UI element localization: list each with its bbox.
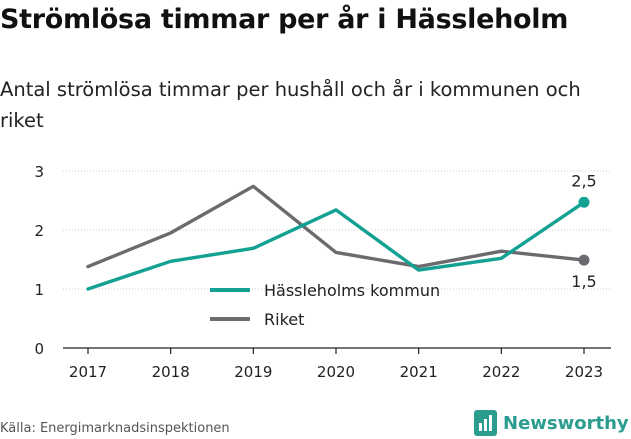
- y-tick-label: 0: [34, 340, 44, 358]
- legend-label: Riket: [264, 310, 304, 329]
- bar-chart-icon: [474, 410, 497, 436]
- data-label-hassleholm: 2,5: [571, 171, 596, 190]
- x-tick-label: 2019: [234, 363, 272, 381]
- y-tick-label: 3: [34, 163, 44, 181]
- x-tick-label: 2018: [152, 363, 190, 381]
- y-tick-label: 2: [34, 222, 44, 240]
- x-tick-label: 2017: [69, 363, 107, 381]
- chart-title: Strömlösa timmar per år i Hässleholm: [0, 4, 569, 35]
- x-tick-label: 2020: [317, 363, 355, 381]
- y-tick-label: 1: [34, 281, 44, 299]
- source-note: Källa: Energimarknadsinspektionen: [0, 421, 230, 436]
- x-tick-label: 2022: [482, 363, 520, 381]
- x-tick-label: 2023: [565, 363, 603, 381]
- series-line-riket: [86, 184, 586, 269]
- chart-subtitle: Antal strömlösa timmar per hushåll och å…: [0, 78, 581, 132]
- legend-label: Hässleholms kommun: [264, 281, 440, 300]
- end-point-hassleholm: [578, 196, 590, 208]
- data-label-riket: 1,5: [571, 272, 596, 291]
- end-point-riket: [578, 254, 590, 266]
- brand-logo: Newsworthy: [474, 408, 629, 438]
- line-chart: 0 1 2 3 2017 2018 2019 2020 2021 2022 2023 2,5 1,5 Hä…: [34, 163, 611, 381]
- series-line-hassleholm: [86, 200, 586, 291]
- x-tick-label: 2021: [400, 363, 438, 381]
- brand-name: Newsworthy: [503, 412, 629, 434]
